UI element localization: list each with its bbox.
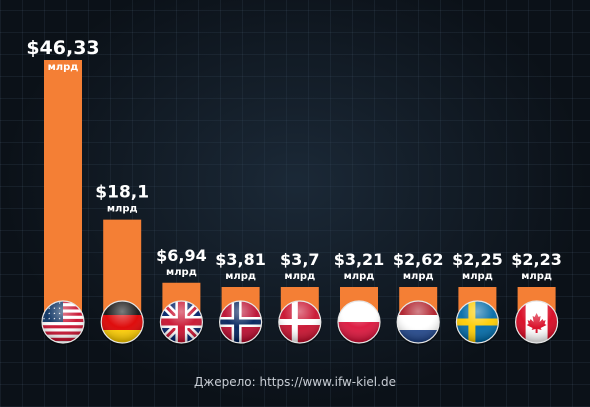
unit-label-7: млрд bbox=[462, 271, 493, 282]
unit-label-4: млрд bbox=[284, 271, 315, 282]
netherlands-flag-icon bbox=[396, 300, 441, 346]
us-flag-icon bbox=[41, 300, 85, 346]
unit-label-1: млрд bbox=[107, 204, 138, 215]
value-label-3: $3,81 bbox=[215, 250, 266, 269]
value-label-8: $2,23 bbox=[511, 250, 562, 269]
unit-label-2: млрд bbox=[166, 267, 197, 278]
germany-flag-icon bbox=[100, 300, 145, 346]
value-label-6: $2,62 bbox=[393, 250, 444, 269]
unit-label-0: млрд bbox=[48, 62, 79, 73]
norway-flag-icon bbox=[218, 300, 263, 346]
sweden-flag-icon bbox=[455, 300, 500, 346]
unit-label-6: млрд bbox=[403, 271, 434, 282]
value-label-7: $2,25 bbox=[452, 250, 503, 269]
value-label-4: $3,7 bbox=[280, 250, 319, 269]
bar-0 bbox=[44, 60, 82, 322]
value-label-5: $3,21 bbox=[334, 250, 385, 269]
value-label-2: $6,94 bbox=[156, 246, 207, 265]
denmark-flag-icon bbox=[277, 300, 322, 346]
canada-flag-icon bbox=[514, 300, 559, 346]
uk-flag-icon bbox=[159, 300, 204, 346]
value-label-0: $46,33 bbox=[26, 37, 99, 59]
source-note: Джерело: https://www.ifw-kiel.de bbox=[194, 375, 396, 389]
poland-flag-icon bbox=[337, 300, 381, 346]
unit-label-3: млрд bbox=[225, 271, 256, 282]
value-label-1: $18,1 bbox=[95, 183, 149, 203]
unit-label-5: млрд bbox=[344, 271, 375, 282]
unit-label-8: млрд bbox=[521, 271, 552, 282]
